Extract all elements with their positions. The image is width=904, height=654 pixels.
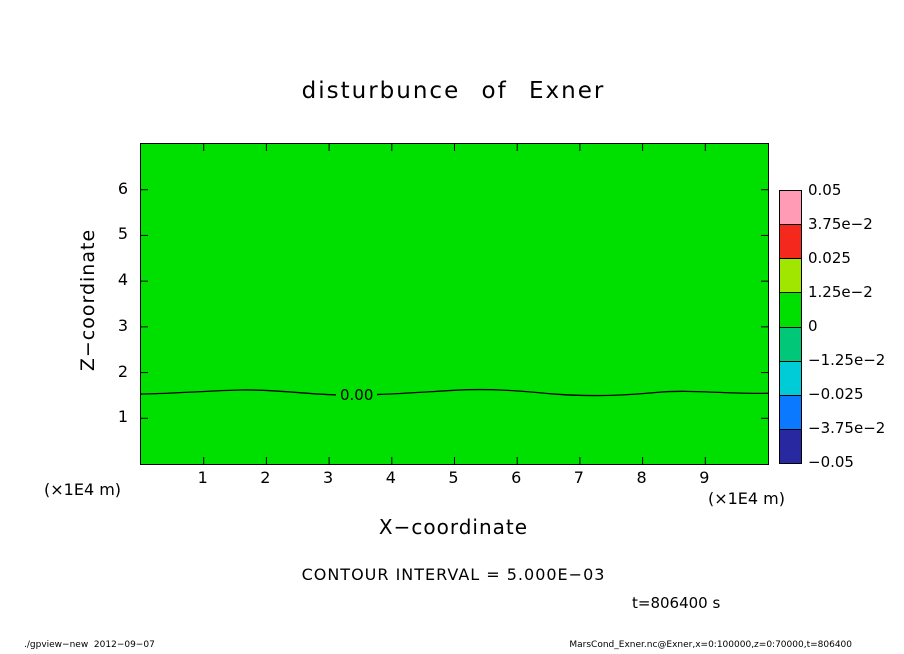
contour-interval-text: CONTOUR INTERVAL = 5.000E−03 <box>301 565 606 584</box>
colorbar-tick-label: 0.05 <box>808 181 842 199</box>
y-tick-label: 6 <box>117 178 128 198</box>
contour-line-label: 0.00 <box>336 386 378 404</box>
colorbar-segment <box>780 429 801 463</box>
x-tick-label: 8 <box>636 468 647 487</box>
y-tick-label: 3 <box>117 315 128 335</box>
x-tick-label: 6 <box>511 468 522 487</box>
zero-contour-path <box>141 388 768 397</box>
colorbar-segment <box>780 327 801 362</box>
colorbar-tick-label: 0 <box>808 317 818 335</box>
x-tick-label: 4 <box>385 468 396 487</box>
x-axis-label: X−coordinate <box>378 515 529 539</box>
colorbar-tick-label: −0.025 <box>808 385 864 403</box>
colorbar-tick-label: 1.25e−2 <box>808 283 873 301</box>
colorbar-segment <box>780 191 801 226</box>
x-tick-label: 3 <box>323 468 334 487</box>
plot-title: disturbunce of Exner <box>301 78 606 104</box>
x-tick-label: 9 <box>699 468 710 487</box>
x-axis-unit: (×1E4 m) <box>707 489 785 508</box>
y-axis-label: Z−coordinate <box>77 228 99 372</box>
colorbar-tick-label: 0.025 <box>808 249 851 267</box>
x-tick-label: 2 <box>260 468 271 487</box>
colorbar-tick-label: −3.75e−2 <box>808 419 886 437</box>
colorbar-segment <box>780 293 801 328</box>
y-tick-label: 4 <box>117 270 128 290</box>
colorbar <box>779 190 802 464</box>
colorbar-tick-label: −0.05 <box>808 453 854 471</box>
x-tick-label: 7 <box>573 468 584 487</box>
colorbar-segment <box>780 361 801 396</box>
contour-plot-canvas <box>141 144 768 464</box>
colorbar-tick-label: −1.25e−2 <box>808 351 886 369</box>
footer-command-text: ./gpview−new 2012−09−07 <box>24 640 155 650</box>
x-tick-label: 1 <box>197 468 208 487</box>
y-tick-label: 1 <box>117 407 128 427</box>
colorbar-segment <box>780 225 801 260</box>
colorbar-segment <box>780 395 801 430</box>
y-axis-unit: (×1E4 m) <box>44 480 122 499</box>
plot-area <box>140 143 769 465</box>
colorbar-segment <box>780 259 801 294</box>
footer-file-info: MarsCond_Exner.nc@Exner,x=0:100000,z=0:7… <box>569 640 852 650</box>
colorbar-tick-label: 3.75e−2 <box>808 215 873 233</box>
y-tick-label: 2 <box>117 361 128 381</box>
time-annotation: t=806400 s <box>632 594 721 612</box>
x-tick-label: 5 <box>448 468 459 487</box>
y-tick-label: 5 <box>117 224 128 244</box>
